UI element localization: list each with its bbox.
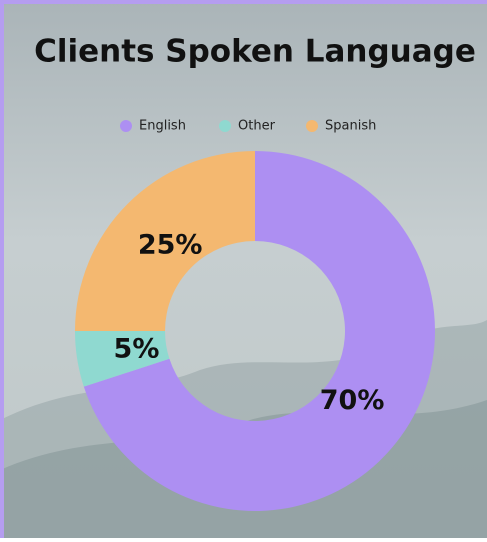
data-label: 70% bbox=[320, 385, 385, 416]
legend-label: Other bbox=[238, 119, 276, 134]
legend-swatch bbox=[306, 120, 318, 132]
legend-label: English bbox=[139, 119, 186, 134]
chart: Clients Spoken Language English Other Span… bbox=[0, 0, 487, 538]
data-label: 25% bbox=[138, 230, 203, 261]
border bbox=[0, 0, 487, 4]
legend-swatch bbox=[219, 120, 231, 132]
legend-label: Spanish bbox=[325, 119, 376, 134]
legend-swatch bbox=[120, 120, 132, 132]
data-label: 5% bbox=[114, 333, 160, 364]
border bbox=[0, 0, 4, 538]
chart-title: Clients Spoken Language bbox=[34, 34, 476, 70]
